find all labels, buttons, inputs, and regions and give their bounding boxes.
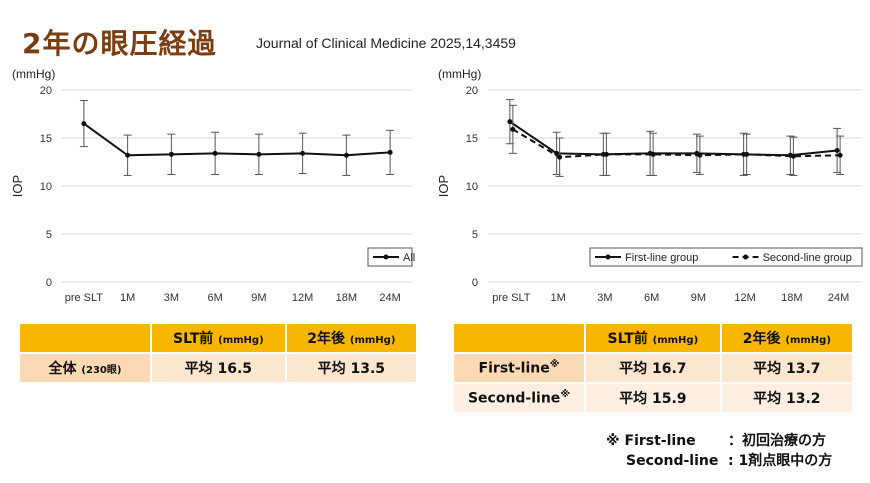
y-axis-label: IOP [10,175,25,197]
data-point [387,149,393,155]
data-point [212,150,218,156]
table-row: 全体 (230眼) 平均 16.5 平均 13.5 [20,354,416,382]
series-line-1 [512,128,841,159]
data-point [554,150,560,156]
legend-label: Second-line group [763,252,852,264]
unit-label: (mmHg) [438,67,481,81]
x-tick-label: 9M [251,292,266,304]
legend-label: First-line group [625,252,698,264]
y-tick-label: 0 [472,277,478,289]
x-tick-label: 12M [734,292,755,304]
x-tick-label: 12M [292,292,313,304]
y-tick-label: 5 [472,229,478,241]
legend-label: All [403,252,415,264]
y-tick-label: 10 [40,181,52,193]
iop-chart-all: (mmHg) IOP 0 5 10 15 20 pre SLT 1M 3M 6M 9M 12M 18M 24… [10,67,415,304]
table-row: First-line※ 平均 16.7 平均 13.7 [454,354,852,382]
data-point [168,151,174,157]
data-point [603,151,609,157]
table-groups-header-after: 2年後 (mmHg) [721,324,852,352]
data-point [744,151,750,157]
data-point [557,154,563,160]
x-tick-label: 6M [207,292,222,304]
table-groups-header-before: SLT前 (mmHg) [586,324,720,352]
table-all-header-before: SLT前 (mmHg) [152,324,285,352]
legend-marker [605,254,611,260]
data-point [837,152,843,158]
y-axis-label: IOP [436,175,451,197]
data-point [697,152,703,158]
series-line-0 [83,122,391,157]
data-point [81,121,87,127]
x-tick-label: pre SLT [492,292,531,304]
x-tick-label: 3M [597,292,612,304]
table-groups: SLT前 (mmHg) 2年後 (mmHg) First-line※ 平均 16… [452,322,854,414]
data-point [510,126,516,132]
y-tick-label: 20 [40,85,52,97]
x-tick-label: 9M [691,292,706,304]
table-all: SLT前 (mmHg) 2年後 (mmHg) 全体 (230眼) 平均 16.5… [18,322,418,384]
unit-label: (mmHg) [12,67,55,81]
table-all-header-after: 2年後 (mmHg) [286,324,416,352]
x-tick-label: 18M [336,292,357,304]
legend-marker [383,254,389,260]
data-point [834,147,840,153]
row-label: First-line※ [454,354,584,382]
x-tick-label: 24M [379,292,400,304]
y-tick-label: 15 [466,133,478,145]
x-tick-label: pre SLT [65,292,104,304]
x-tick-label: 6M [644,292,659,304]
x-tick-label: 3M [164,292,179,304]
row-label: Second-line※ [454,384,584,412]
data-point [507,119,513,125]
y-tick-label: 0 [46,277,52,289]
y-tick-label: 5 [46,229,52,241]
series-line-0 [509,120,838,157]
table-row: Second-line※ 平均 15.9 平均 13.2 [454,384,852,412]
data-point [300,150,306,156]
row-label: 全体 (230眼) [20,354,150,382]
iop-chart-by-group: (mmHg) IOP 0 5 10 15 20 pre SLT 1M 3M 6M 9M 12M 18M 24… [436,67,863,304]
legend-box [589,247,863,267]
x-tick-label: 1M [120,292,135,304]
after-value: 平均 13.7 [721,354,852,382]
x-tick-label: 18M [781,292,802,304]
y-tick-label: 15 [40,133,52,145]
table-groups-header-empty [454,324,584,352]
x-tick-label: 24M [828,292,849,304]
data-point [125,152,131,158]
citation: Journal of Clinical Medicine 2025,14,345… [256,35,516,51]
after-value: 平均 13.2 [721,384,852,412]
y-tick-label: 10 [466,181,478,193]
before-value: 平均 15.9 [586,384,720,412]
before-value: 平均 16.5 [152,354,285,382]
data-point [650,151,656,157]
x-tick-label: 1M [550,292,565,304]
page-title: 2年の眼圧経過 [22,27,217,60]
footnote: ※ First-line ：初回治療の方 Second-line: 1剤点眼中の方 [606,433,833,469]
table-all-header-empty [20,324,150,352]
y-tick-label: 20 [466,85,478,97]
before-value: 平均 16.7 [586,354,720,382]
data-point [790,153,796,159]
data-point [343,152,349,158]
legend-marker [743,254,749,260]
data-point [256,151,262,157]
after-value: 平均 13.5 [286,354,416,382]
